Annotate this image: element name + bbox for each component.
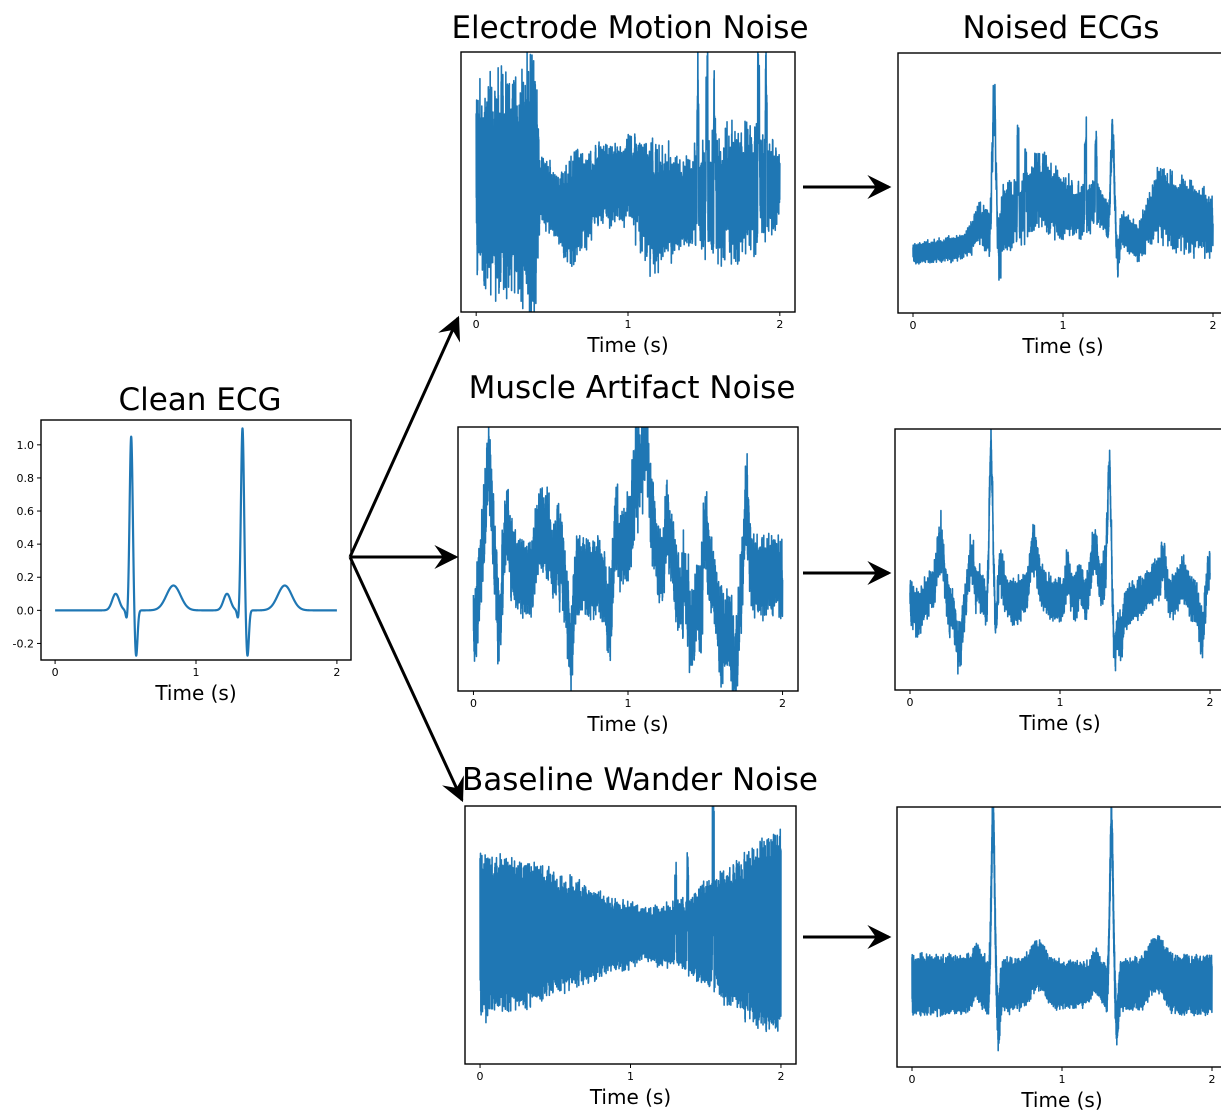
x-tick-label: 1 [193,666,200,679]
x-tick-label: 0 [470,697,477,710]
y-tick-label: 0.2 [17,571,35,584]
arrow-to-electrode-motion [348,315,461,558]
x-tick-label: 1 [627,1070,634,1083]
muscle-artifact-panel: 0 1 2 Time (s) [457,426,799,736]
x-tick-label: 0 [52,666,59,679]
x-tick-label: 1 [1057,696,1064,709]
axes-frame [40,419,352,661]
x-axis-label: Time (s) [586,333,668,357]
x-tick-label: 0 [477,1070,484,1083]
x-axis-label: Time (s) [154,681,236,705]
y-tick-label: 0.0 [17,604,35,617]
clean-ecg-panel: 0 1 2 -0.2 0.0 0.2 0.4 0.6 0.8 1.0 Time (s) [13,419,352,705]
noised-ecg-em-panel: 0 1 2 Time (s) [897,52,1221,358]
x-tick-label: 0 [910,319,917,332]
x-tick-label: 2 [777,1070,784,1083]
x-tick-label: 1 [625,697,632,710]
x-tick-label: 0 [907,696,914,709]
signal-line [54,427,338,657]
signal-line [475,52,781,312]
x-axis-label: Time (s) [1018,711,1100,735]
x-axis-label: Time (s) [589,1085,671,1109]
y-tick-label: 0.6 [17,505,35,518]
x-axis-label: Time (s) [1020,1088,1102,1110]
signal-line [472,427,784,691]
signal-line [911,807,1213,1052]
baseline-wander-panel: 0 1 2 Time (s) [464,805,797,1109]
muscle-artifact-title: Muscle Artifact Noise [469,370,796,406]
y-tick-label: 0.4 [17,538,35,551]
y-tick-label: 0.8 [17,472,35,485]
x-tick-label: 2 [1209,1073,1216,1086]
x-tick-label: 2 [776,318,783,331]
noised-ecg-ma-panel: 0 1 2 Time (s) [894,428,1221,735]
electrode-motion-title: Electrode Motion Noise [451,10,808,46]
y-tick-label: 1.0 [17,439,35,452]
x-tick-label: 2 [1210,319,1217,332]
axes-frame [896,806,1221,1068]
x-tick-label: 2 [333,666,340,679]
y-tick-label: -0.2 [13,637,34,650]
x-tick-label: 0 [909,1073,916,1086]
x-tick-label: 2 [1207,696,1214,709]
signal-line [909,429,1211,675]
signal-line [912,83,1214,281]
x-axis-label: Time (s) [1021,334,1103,358]
noised-ecgs-title: Noised ECGs [963,10,1160,46]
x-tick-label: 1 [1059,1073,1066,1086]
x-tick-label: 1 [1060,319,1067,332]
baseline-wander-title: Baseline Wander Noise [462,762,818,798]
signal-line [479,806,782,1033]
x-tick-label: 1 [625,318,632,331]
x-axis-label: Time (s) [586,712,668,736]
x-tick-label: 0 [473,318,480,331]
x-tick-label: 2 [779,697,786,710]
arrow-to-baseline-wander [348,556,464,803]
clean-ecg-title: Clean ECG [118,382,281,418]
noised-ecg-bw-panel: 0 1 2 Time (s) [896,806,1221,1110]
electrode-motion-panel: 0 1 2 Time (s) [460,51,796,357]
